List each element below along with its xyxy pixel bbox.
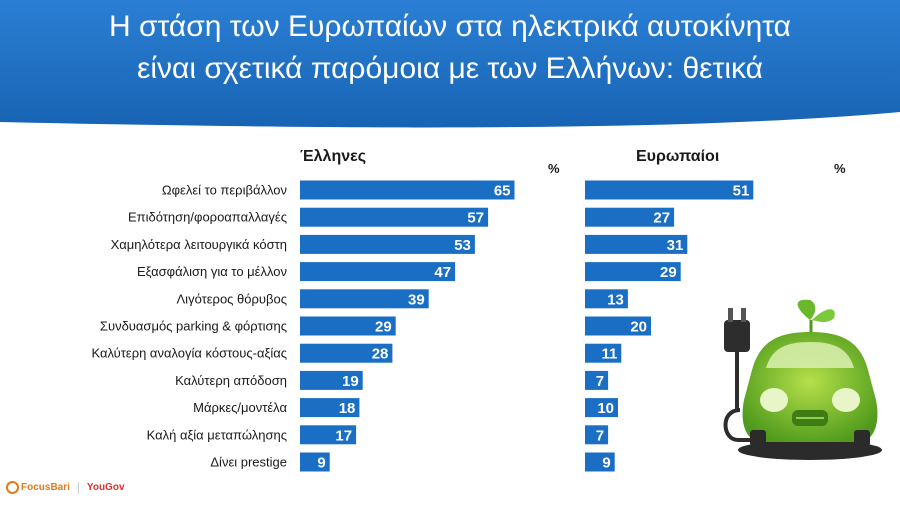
- data-label-europeans: 7: [596, 373, 604, 390]
- category-label: Καλύτερη απόδοση: [175, 373, 287, 388]
- yougov-logo: YouGov: [86, 482, 125, 493]
- data-label-greeks: 9: [317, 455, 325, 472]
- focus-bari-logo: FocusBari: [6, 481, 70, 494]
- data-label-greeks: 65: [494, 183, 511, 200]
- series-label-greeks: Έλληνες: [300, 148, 367, 165]
- bar-greeks: [300, 452, 330, 472]
- category-label: Επιδότηση/φοροαπαλλαγές: [128, 210, 287, 225]
- data-label-greeks: 17: [335, 427, 352, 444]
- category-label: Καλύτερη αναλογία κόστους-αξίας: [91, 346, 287, 361]
- data-label-europeans: 20: [630, 319, 647, 336]
- data-label-europeans: 10: [597, 400, 614, 417]
- logo-footer: FocusBari YouGov: [6, 481, 125, 494]
- bar-europeans: [585, 234, 688, 254]
- bar-europeans: [585, 343, 622, 363]
- data-label-greeks: 29: [375, 319, 392, 336]
- data-label-greeks: 57: [467, 210, 484, 227]
- data-label-europeans: 9: [602, 455, 610, 472]
- data-label-greeks: 19: [342, 373, 359, 390]
- bar-europeans: [585, 425, 609, 445]
- bar-greeks: [300, 343, 393, 363]
- percent-unit-greeks: %: [548, 161, 560, 176]
- bar-europeans: [585, 207, 675, 227]
- category-label: Δίνει prestige: [210, 455, 287, 470]
- bar-europeans: [585, 316, 651, 336]
- bar-greeks: [300, 398, 360, 418]
- data-label-europeans: 13: [607, 291, 624, 308]
- bar-greeks: [300, 234, 475, 254]
- data-label-europeans: 31: [667, 237, 684, 254]
- bar-greeks: [300, 207, 489, 227]
- chart-title-line-2: είναι σχετικά παρόμοια με των Ελλήνων: θ…: [136, 52, 764, 85]
- title-banner: [0, 0, 900, 128]
- bar-greeks: [300, 370, 363, 390]
- bar-greeks: [300, 425, 357, 445]
- green-electric-car-icon: [723, 299, 882, 460]
- category-label: Καλή αξία μεταπώλησης: [147, 427, 287, 442]
- bar-europeans: [585, 289, 628, 309]
- data-label-greeks: 39: [408, 291, 425, 308]
- bar-europeans: [585, 180, 754, 200]
- focus-bari-logo-text: FocusBari: [21, 482, 70, 493]
- category-label: Χαμηλότερα λειτουργικά κόστη: [111, 237, 287, 252]
- data-label-europeans: 51: [733, 183, 750, 200]
- data-label-europeans: 29: [660, 264, 677, 281]
- bar-greeks: [300, 289, 429, 309]
- data-label-greeks: 28: [372, 346, 389, 363]
- data-label-greeks: 47: [434, 264, 451, 281]
- logo-divider: [77, 481, 79, 494]
- percent-unit-europeans: %: [834, 161, 846, 176]
- series-label-europeans: Ευρωπαίοι: [636, 148, 720, 165]
- data-label-europeans: 7: [596, 427, 604, 444]
- bar-greeks: [300, 180, 515, 200]
- chart-title-line-1: Η στάση των Ευρωπαίων στα ηλεκτρικά αυτο…: [108, 10, 792, 43]
- category-label: Εξασφάλιση για το μέλλον: [137, 264, 287, 279]
- bar-europeans: [585, 262, 681, 282]
- category-label: Μάρκες/μοντέλα: [193, 400, 287, 415]
- bar-greeks: [300, 316, 396, 336]
- category-label: Λιγότερος θόρυβος: [177, 291, 288, 306]
- category-label: Συνδυασμός parking & φόρτισης: [100, 319, 287, 334]
- bar-europeans: [585, 370, 609, 390]
- category-label: Ωφελεί το περιβάλλον: [162, 183, 287, 198]
- data-label-europeans: 11: [601, 346, 617, 363]
- data-label-greeks: 53: [454, 237, 471, 254]
- bar-europeans: [585, 398, 618, 418]
- focus-bari-logo-icon: [6, 481, 19, 494]
- data-label-europeans: 27: [653, 210, 670, 227]
- data-label-greeks: 18: [339, 400, 356, 417]
- bar-europeans: [585, 452, 615, 472]
- bar-greeks: [300, 262, 456, 282]
